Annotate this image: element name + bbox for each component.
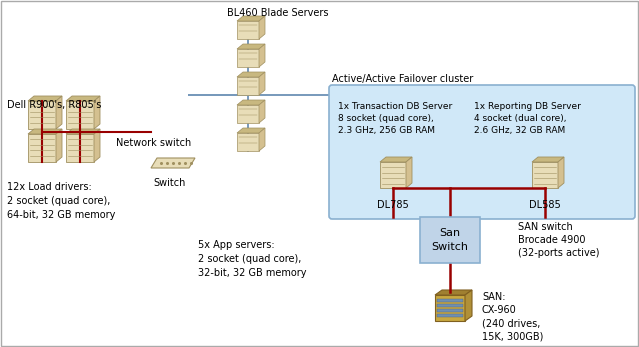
FancyBboxPatch shape [329,85,635,219]
Polygon shape [28,101,56,129]
Polygon shape [532,157,564,162]
Polygon shape [56,96,62,129]
Polygon shape [435,290,472,295]
FancyBboxPatch shape [437,313,463,317]
FancyBboxPatch shape [437,298,463,302]
Polygon shape [259,72,265,95]
Polygon shape [558,157,564,188]
FancyBboxPatch shape [437,304,463,307]
Polygon shape [237,105,259,123]
Text: BL460 Blade Servers: BL460 Blade Servers [227,8,328,18]
Text: Dell R900's, R805's: Dell R900's, R805's [7,100,102,110]
Polygon shape [380,162,406,188]
Polygon shape [237,72,265,77]
Text: Switch: Switch [154,178,186,188]
Polygon shape [259,128,265,151]
Polygon shape [237,100,265,105]
Polygon shape [465,290,472,321]
Text: SAN:
CX-960
(240 drives,
15K, 300GB): SAN: CX-960 (240 drives, 15K, 300GB) [482,292,543,341]
FancyBboxPatch shape [420,217,480,263]
Polygon shape [435,295,465,321]
Polygon shape [28,129,62,134]
Polygon shape [237,16,265,21]
Polygon shape [151,158,195,168]
Text: Network switch: Network switch [116,138,191,148]
Text: DL585: DL585 [529,200,561,210]
Polygon shape [237,49,259,67]
Polygon shape [56,129,62,162]
Polygon shape [259,100,265,123]
Polygon shape [237,133,259,151]
Polygon shape [237,44,265,49]
Text: Active/Active Failover cluster: Active/Active Failover cluster [332,74,473,84]
Polygon shape [380,157,412,162]
Polygon shape [66,129,100,134]
Polygon shape [237,128,265,133]
Polygon shape [532,162,558,188]
Polygon shape [259,44,265,67]
Polygon shape [66,96,100,101]
Polygon shape [66,101,94,129]
Polygon shape [237,21,259,39]
Text: SAN switch
Brocade 4900
(32-ports active): SAN switch Brocade 4900 (32-ports active… [518,222,599,259]
Text: 5x App servers:
2 socket (quad core),
32-bit, 32 GB memory: 5x App servers: 2 socket (quad core), 32… [198,240,307,278]
Text: San
Switch: San Switch [431,228,468,252]
Polygon shape [94,96,100,129]
Polygon shape [94,129,100,162]
Polygon shape [237,77,259,95]
Text: 1x Reporting DB Server
4 socket (dual core),
2.6 GHz, 32 GB RAM: 1x Reporting DB Server 4 socket (dual co… [474,102,581,135]
Text: 1x Transaction DB Server
8 socket (quad core),
2.3 GHz, 256 GB RAM: 1x Transaction DB Server 8 socket (quad … [338,102,452,135]
Text: DL785: DL785 [377,200,409,210]
Polygon shape [259,16,265,39]
Polygon shape [66,134,94,162]
Polygon shape [28,96,62,101]
Text: 12x Load drivers:
2 socket (quad core),
64-bit, 32 GB memory: 12x Load drivers: 2 socket (quad core), … [7,182,116,220]
Polygon shape [406,157,412,188]
Polygon shape [28,134,56,162]
FancyBboxPatch shape [437,308,463,312]
